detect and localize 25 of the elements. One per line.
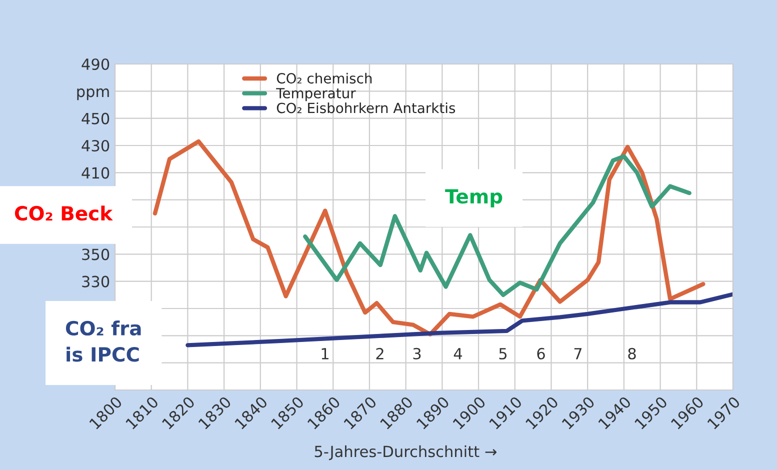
- y-tick-label: 410: [82, 167, 110, 179]
- y-tick-label: 490: [82, 58, 110, 70]
- y-tick-label: 330: [82, 276, 110, 288]
- legend-label: Temperatur: [276, 88, 356, 102]
- line-series: [152, 139, 706, 336]
- legend-label: CO₂ chemisch: [276, 72, 372, 84]
- annotation: 3: [413, 348, 421, 360]
- line-series: [186, 292, 733, 348]
- text: CO₂ Beck: [14, 206, 113, 221]
- y-tick-label: ppm: [77, 88, 109, 100]
- y-tick-label: 350: [82, 248, 110, 260]
- line-series: [303, 154, 692, 297]
- y-tick-label: 450: [82, 112, 110, 124]
- y-tick-label: 430: [82, 140, 110, 152]
- annotation: 4: [454, 348, 462, 360]
- annotation: 2: [376, 348, 384, 360]
- annotation: 8: [628, 348, 636, 360]
- annotation: 7: [574, 348, 582, 360]
- annotation: Temp: [445, 189, 502, 208]
- annotation: 5: [499, 348, 507, 360]
- x-axis-title: 5-Jahres-Durchschnitt →: [314, 445, 496, 460]
- annotation: CO₂ fra is IPCC: [66, 320, 141, 362]
- annotation: 6: [537, 348, 545, 360]
- annotation: 1: [322, 348, 328, 360]
- legend-label: CO₂ Eisbohrkern Antarktis: [276, 102, 456, 114]
